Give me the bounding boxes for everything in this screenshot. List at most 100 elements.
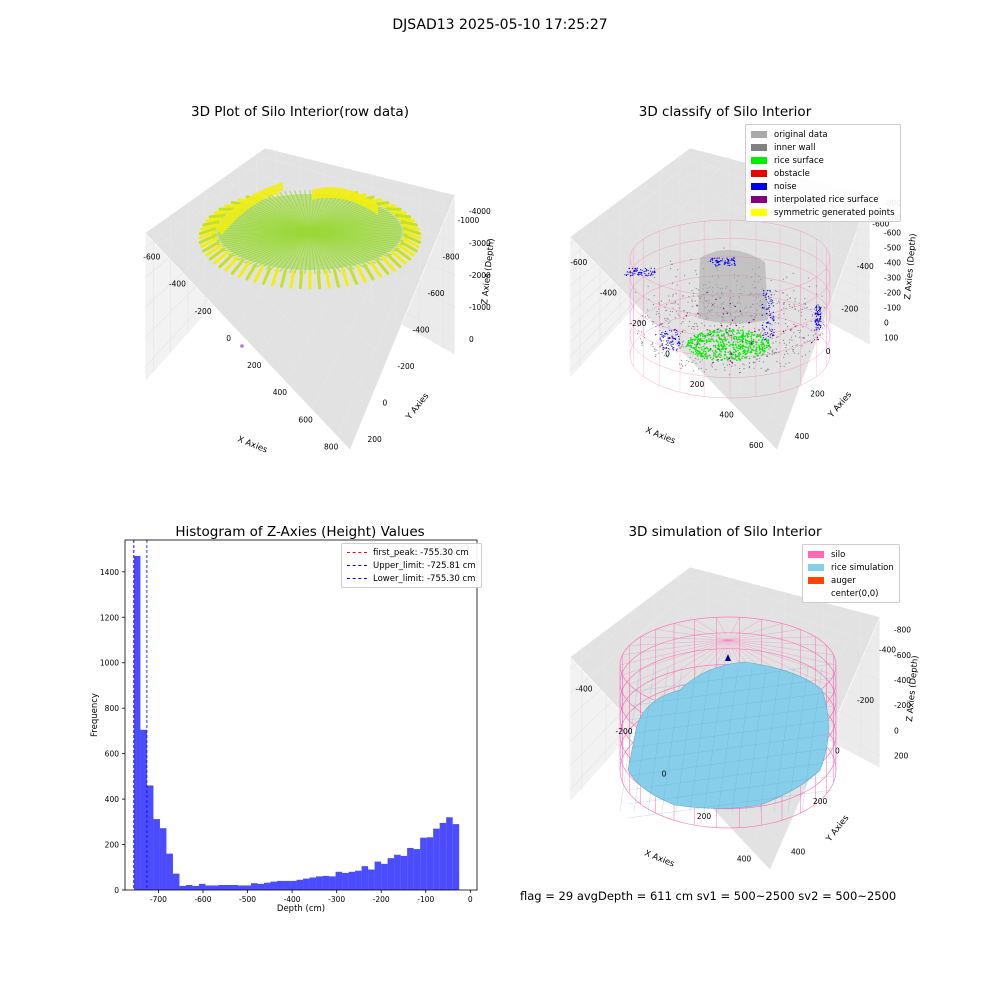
panel2-original-point xyxy=(782,292,784,294)
panel2-noise-point xyxy=(719,264,721,266)
panel4-roof-line xyxy=(629,639,729,646)
panel2-rice-surface-point xyxy=(697,335,699,338)
panel2-rice-surface-point xyxy=(760,336,762,339)
panel4-rice-mesh xyxy=(745,667,767,813)
panel2-noise-point xyxy=(709,260,712,262)
panel2-original-point xyxy=(676,351,678,353)
panel2-rice-surface-point xyxy=(714,353,717,356)
panel2-original-point xyxy=(821,295,823,297)
panel2-noise-point xyxy=(669,337,671,340)
panel2-noise-point xyxy=(714,260,717,262)
panel2-noise-point xyxy=(718,263,720,266)
panel2-original-point xyxy=(688,325,690,327)
panel2-original-point xyxy=(823,307,826,309)
panel2-interpolated-point xyxy=(739,310,742,312)
legend-item: interpolated rice surface xyxy=(751,193,895,206)
panel2-original-point xyxy=(676,284,678,286)
panel2-rice-surface-point xyxy=(755,346,758,349)
panel2-rice-surface-point xyxy=(735,346,738,349)
panel2-zgrid xyxy=(569,211,871,329)
panel2-original-point xyxy=(656,311,658,313)
panel2-rice-surface-point xyxy=(717,343,720,346)
panel2-noise-point xyxy=(819,310,821,312)
panel2-noise-point xyxy=(768,302,770,304)
panel2-rice-surface-point xyxy=(754,341,757,343)
panel4-rice-mesh xyxy=(627,775,833,805)
panel2-original-point xyxy=(716,329,718,331)
panel2-rice-surface-point xyxy=(732,351,735,354)
panel1-rim-stroke xyxy=(394,213,412,219)
histogram-xtick-label: -700 xyxy=(150,895,167,904)
panel2-original-point xyxy=(692,325,694,328)
panel2-rice-surface-point xyxy=(728,345,731,347)
panel2-original-point xyxy=(793,304,795,306)
panel2-original-point xyxy=(664,317,666,320)
panel2-original-point xyxy=(684,274,686,276)
panel2-rice-surface-point xyxy=(743,345,745,348)
panel2-original-point xyxy=(760,367,762,369)
panel2-interpolated-point xyxy=(729,360,732,362)
legend-label: obstacle xyxy=(774,168,810,179)
panel2-rice-surface-point xyxy=(708,338,710,340)
panel2-noise-point xyxy=(814,320,816,322)
panel2-original-point xyxy=(729,324,732,326)
panel2-noise-point xyxy=(816,328,818,330)
panel2-rice-surface-point xyxy=(706,334,709,337)
histogram-ytick-label: 800 xyxy=(105,704,120,713)
panel2-noise-point xyxy=(817,304,819,306)
panel2-noise-point xyxy=(667,333,669,335)
panel2-rice-surface-point xyxy=(760,341,762,344)
panel2-original-point xyxy=(779,342,781,344)
panel2-rice-surface-point xyxy=(695,336,697,338)
panel2-rice-surface-point xyxy=(732,336,735,339)
panel2-noise-point xyxy=(675,331,677,333)
panel2-rice-surface-point xyxy=(756,333,759,336)
panel2-rice-surface-point xyxy=(703,357,706,360)
panel2-rice-surface-point xyxy=(738,357,740,360)
panel2-original-point xyxy=(814,333,816,335)
panel2-xtick-label: 200 xyxy=(690,380,705,389)
panel2-original-point xyxy=(718,328,720,330)
panel1-rim-stroke xyxy=(403,234,422,244)
panel2-rice-surface-point xyxy=(727,358,730,361)
panel2-original-point xyxy=(708,355,710,357)
panel2-noise-point xyxy=(659,333,662,335)
panel2-noise-point xyxy=(766,313,768,315)
panel2-rice-surface-point xyxy=(709,340,712,343)
panel4-xtick-label: -200 xyxy=(615,727,632,736)
panel2-noise-point xyxy=(762,334,764,337)
panel2-noise-point xyxy=(815,312,818,314)
panel2-original-point xyxy=(681,346,683,348)
panel2-rice-surface-point xyxy=(692,352,695,354)
panel2-original-point xyxy=(643,337,646,339)
panel4-xtick-label: 400 xyxy=(737,855,752,864)
legend-label: inner wall xyxy=(774,142,816,153)
panel2-rice-surface-point xyxy=(726,343,728,346)
panel2-original-point xyxy=(680,332,682,335)
panel2-original-point xyxy=(720,322,722,325)
panel4-ytick-label: 200 xyxy=(813,797,828,806)
panel2-noise-point xyxy=(734,264,736,266)
panel2-original-point xyxy=(661,352,663,354)
panel2-original-point xyxy=(753,362,755,364)
panel2-rice-surface-point xyxy=(698,353,700,355)
panel2-interpolated-point xyxy=(709,334,711,336)
legend-line xyxy=(347,578,367,579)
panel2-noise-point xyxy=(664,335,666,337)
panel2-rice-surface-point xyxy=(699,352,701,354)
panel2-interpolated-point xyxy=(773,331,775,334)
panel2-original-point xyxy=(679,363,681,365)
panel2-original-point xyxy=(642,315,644,317)
panel2-rice-surface-point xyxy=(737,329,740,332)
panel1-ytick-label: -600 xyxy=(428,289,445,298)
panel4-ytick-label: 0 xyxy=(835,747,840,756)
panel2-original-point xyxy=(701,322,703,324)
panel2-noise-point xyxy=(766,322,769,324)
panel2-original-point xyxy=(667,322,670,324)
panel1-rim-stroke xyxy=(298,270,304,290)
panel2-original-point xyxy=(816,329,818,331)
panel4-xgrid xyxy=(629,581,748,722)
panel2-rice-surface-point xyxy=(720,343,723,346)
panel2-original-point xyxy=(822,322,824,324)
